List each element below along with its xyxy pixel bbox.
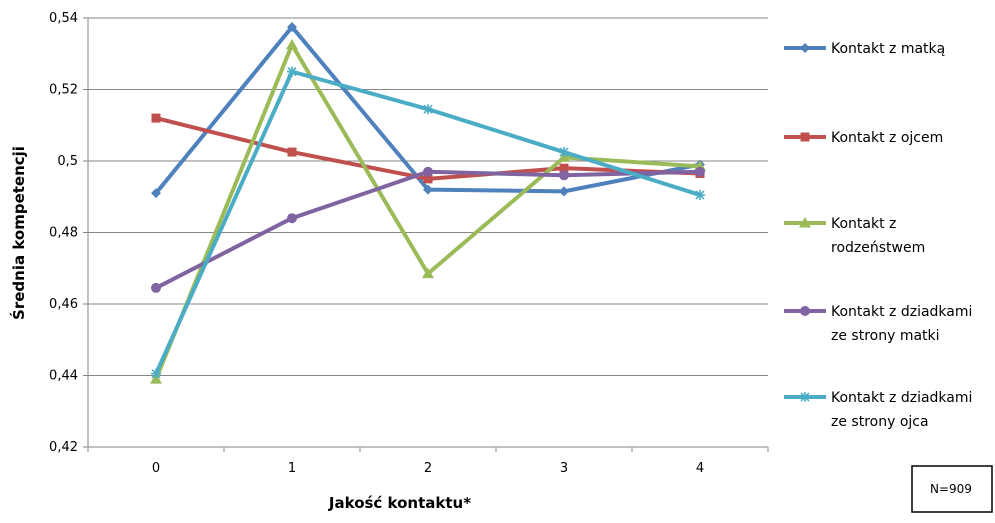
data-point [286, 38, 298, 50]
data-point [559, 163, 569, 173]
y-tick-label: 0,54 [49, 11, 78, 26]
legend-entry: Kontakt z ojcem [784, 130, 943, 146]
legend-entry: Kontakt z dziadkami ze strony matki [784, 304, 972, 344]
legend-label: Kontakt z ojcem [831, 130, 943, 146]
x-tick-label: 3 [560, 461, 568, 476]
sample-size-box: N=909 [911, 465, 993, 513]
y-tick-label: 0,46 [49, 297, 78, 312]
data-point [695, 166, 705, 177]
axis-layer: 0,42 0,44 0,46 0,48 0,5 0,52 0,54 0 1 2 3 4 [49, 11, 769, 476]
legend-label: Kontakt z matką [831, 41, 945, 57]
data-point [423, 184, 433, 195]
legend-label: Kontakt z dziadkami ze strony ojca [831, 390, 972, 430]
y-axis-title: Średnia kompetencji [9, 146, 28, 320]
data-point [151, 113, 161, 123]
legend-label: Kontakt z rodzeństwem [831, 216, 925, 256]
y-tick-label: 0,5 [57, 154, 78, 169]
legend-marker [800, 132, 810, 142]
sample-size-label: N=909 [930, 482, 972, 496]
legend-entry: Kontakt z rodzeństwem [784, 216, 925, 256]
legend-entry: Kontakt z dziadkami ze strony ojca [784, 390, 972, 430]
data-point [423, 104, 433, 115]
data-point [287, 213, 297, 224]
x-tick-label: 2 [424, 461, 432, 476]
data-point [151, 282, 161, 293]
y-tick-label: 0,44 [49, 369, 78, 384]
data-point [423, 166, 433, 177]
data-point [422, 267, 434, 279]
data-point [559, 170, 569, 181]
legend-marker [799, 217, 811, 228]
data-point [287, 21, 297, 32]
data-point [559, 147, 569, 158]
data-point [559, 186, 569, 197]
x-tick-label: 4 [696, 461, 704, 476]
y-tick-label: 0,42 [49, 440, 78, 455]
series-4 [151, 166, 705, 293]
y-tick-label: 0,52 [49, 83, 78, 98]
y-tick-label: 0,48 [49, 226, 78, 241]
x-tick-label: 0 [152, 461, 160, 476]
series-1 [151, 21, 705, 199]
series-line [154, 69, 702, 376]
legend-label: Kontakt z dziadkami ze strony matki [831, 304, 972, 344]
legend-marker [800, 392, 810, 402]
x-tick-label: 1 [288, 461, 296, 476]
data-point [287, 147, 297, 157]
data-point [423, 174, 433, 184]
grid-layer [88, 17, 768, 448]
data-point [151, 368, 161, 379]
legend-entry: Kontakt z matką [784, 41, 945, 57]
data-point [287, 66, 297, 77]
legend-marker [800, 306, 810, 316]
x-axis-title: Jakość kontaktu* [328, 494, 471, 512]
series-5 [151, 66, 705, 379]
series-3 [150, 38, 706, 384]
data-point [695, 189, 705, 200]
legend-marker [800, 43, 810, 53]
data-point [151, 188, 161, 199]
series-layer [150, 21, 706, 384]
